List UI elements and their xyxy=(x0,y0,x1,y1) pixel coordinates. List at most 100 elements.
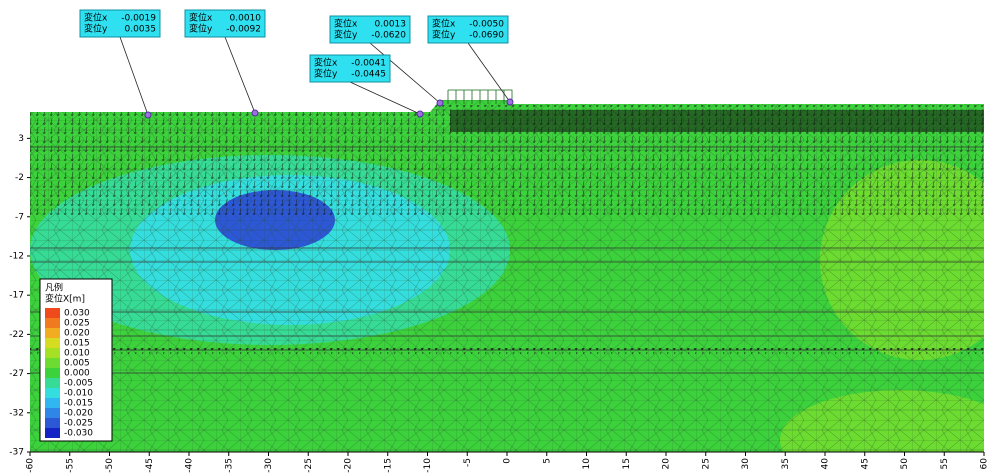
probe-label: 変位y xyxy=(432,29,456,41)
probe-box xyxy=(309,54,391,83)
y-tick-label: -27 xyxy=(9,369,24,379)
x-tick-label: 20 xyxy=(662,458,672,470)
legend-swatch xyxy=(45,308,60,318)
legend-swatch xyxy=(45,318,60,328)
y-tick-label: -2 xyxy=(15,173,24,183)
legend-label: -0.010 xyxy=(64,389,93,399)
x-tick-label: -35 xyxy=(224,458,234,473)
leader-line xyxy=(467,42,511,103)
legend-label: -0.030 xyxy=(64,429,93,439)
field xyxy=(30,100,984,452)
legend-label: 0.020 xyxy=(64,329,90,339)
probe-label: 変位x xyxy=(84,12,108,24)
probe-value: -0.0445 xyxy=(351,70,386,80)
probe-point xyxy=(144,111,152,119)
probe-label: 変位y xyxy=(84,23,108,35)
probe-label: 変位y xyxy=(334,29,358,41)
probe-value: 0.0010 xyxy=(230,14,262,24)
probe-box xyxy=(79,9,161,38)
y-tick-label: -7 xyxy=(15,212,24,222)
x-tick-label: -30 xyxy=(264,458,274,473)
x-tick-label: -25 xyxy=(304,458,314,473)
probe-value: -0.0019 xyxy=(121,14,156,24)
probe-value: -0.0690 xyxy=(469,31,504,41)
leader-line xyxy=(369,42,441,104)
y-tick-label: -17 xyxy=(9,291,24,301)
probe-label: 変位y xyxy=(314,68,338,80)
x-tick-label: 10 xyxy=(582,458,592,470)
x-tick-label: 15 xyxy=(622,458,632,469)
legend-label: 0.010 xyxy=(64,349,90,359)
probe-label: 変位y xyxy=(189,23,213,35)
x-tick-label: -10 xyxy=(423,458,433,473)
probe-label: 変位x xyxy=(334,18,358,30)
probe-value: -0.0050 xyxy=(469,20,504,30)
probe-label: 変位x xyxy=(189,12,213,24)
probe-point xyxy=(436,99,444,107)
y-tick-label: -22 xyxy=(9,330,24,340)
legend-swatch xyxy=(45,408,60,418)
probe-box xyxy=(329,15,411,44)
y-tick-label: -12 xyxy=(9,251,24,261)
probe-box xyxy=(184,9,266,38)
leader-line xyxy=(224,36,256,114)
x-tick-label: 60 xyxy=(980,458,990,470)
legend-swatch xyxy=(45,328,60,338)
y-tick-label: -37 xyxy=(9,448,24,458)
probe-value: -0.0041 xyxy=(351,59,386,69)
legend-label: -0.020 xyxy=(64,409,93,419)
x-tick-label: 40 xyxy=(821,458,831,470)
legend-swatch xyxy=(45,428,60,438)
x-tick-label: 50 xyxy=(900,458,910,470)
probe-point xyxy=(506,98,514,106)
probe-value: -0.0092 xyxy=(226,25,261,35)
probe-box xyxy=(427,15,509,44)
legend-label: 0.025 xyxy=(64,319,90,329)
probe-value: 0.0013 xyxy=(375,20,407,30)
x-tick-label: -40 xyxy=(185,458,195,473)
legend-label: 0.005 xyxy=(64,359,90,369)
x-tick-label: 45 xyxy=(860,458,870,469)
leader-line xyxy=(349,81,421,115)
x-tick-label: 35 xyxy=(781,458,791,469)
x-tick-label: -45 xyxy=(145,458,155,473)
legend-label: -0.005 xyxy=(64,379,93,389)
legend-swatch xyxy=(45,368,60,378)
x-tick-label: 25 xyxy=(701,458,711,469)
x-tick-label: 0 xyxy=(503,458,513,464)
legend-subtitle: 変位X[m] xyxy=(45,293,85,305)
probe-label: 変位x xyxy=(432,18,456,30)
legend-swatch xyxy=(45,378,60,388)
legend-label: -0.025 xyxy=(64,419,93,429)
legend-swatch xyxy=(45,418,60,428)
x-tick-label: -55 xyxy=(65,458,75,473)
probe-value: -0.0620 xyxy=(371,31,406,41)
x-tick-label: 5 xyxy=(542,458,552,464)
x-tick-label: -5 xyxy=(463,458,473,467)
legend-label: 0.015 xyxy=(64,339,90,349)
probe-point xyxy=(416,110,424,118)
x-tick-label: 30 xyxy=(741,458,751,470)
legend-title: 凡例 xyxy=(45,282,63,294)
x-tick-label: -60 xyxy=(26,458,36,473)
x-tick-label: -20 xyxy=(344,458,354,473)
probe-label: 変位x xyxy=(314,57,338,69)
legend-label: 0.030 xyxy=(64,309,90,319)
x-tick-label: -15 xyxy=(383,458,393,473)
legend-swatch xyxy=(45,398,60,408)
legend-swatch xyxy=(45,388,60,398)
legend-swatch xyxy=(45,348,60,358)
legend-swatch xyxy=(45,338,60,348)
legend-label: 0.000 xyxy=(64,369,90,379)
x-tick-label: 55 xyxy=(940,458,950,469)
legend-label: -0.015 xyxy=(64,399,93,409)
y-tick-label: -32 xyxy=(9,408,24,418)
probe-value: 0.0035 xyxy=(125,25,157,35)
leader-line xyxy=(119,36,149,116)
y-tick-label: 3 xyxy=(18,134,24,144)
probe-point xyxy=(251,109,259,117)
embankment xyxy=(447,89,513,104)
legend-swatch xyxy=(45,358,60,368)
x-tick-label: -50 xyxy=(105,458,115,473)
